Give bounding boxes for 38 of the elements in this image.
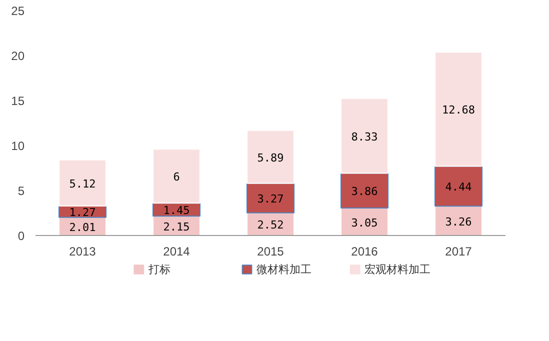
bar	[152, 148, 200, 204]
data-label: 5.89	[257, 151, 284, 164]
legend-label: 打标	[147, 263, 170, 276]
data-label: 2.15	[163, 220, 190, 234]
bar	[434, 52, 482, 167]
data-label: 6	[173, 170, 180, 184]
data-label: 3.05	[351, 216, 378, 230]
bar	[246, 182, 294, 214]
bar	[246, 130, 294, 184]
data-label: 4.44	[445, 180, 472, 194]
data-label: 5.12	[69, 177, 96, 190]
x-tick-label: 2017	[445, 244, 472, 258]
y-tick-label: 15	[11, 94, 25, 108]
bar	[340, 172, 388, 209]
data-label: 3.86	[351, 185, 378, 198]
data-label: 1.45	[163, 204, 190, 218]
y-tick-label: 25	[11, 4, 25, 18]
y-tick-label: 20	[11, 49, 25, 63]
bar	[434, 206, 482, 236]
x-tick-label: 2016	[351, 244, 378, 258]
x-tick-label: 2015	[257, 244, 284, 258]
data-label: 2.01	[69, 220, 96, 234]
y-tick-label: 10	[11, 139, 25, 153]
y-tick-label: 0	[18, 229, 25, 243]
legend-label: 微材料加工	[256, 263, 312, 276]
bar	[340, 98, 388, 174]
data-label: 1.27	[69, 206, 96, 220]
data-label: 8.33	[351, 130, 378, 144]
data-label: 3.27	[257, 192, 284, 206]
legend-label: 宏观材料加工	[364, 263, 430, 276]
x-tick-label: 2014	[163, 244, 190, 258]
bar	[434, 166, 482, 207]
data-label: 3.26	[445, 215, 472, 228]
x-tick-label: 2013	[69, 244, 96, 258]
data-label: 2.52	[257, 218, 284, 232]
bar	[58, 159, 106, 206]
data-label: 12.68	[442, 104, 476, 117]
y-tick-label: 5	[18, 184, 25, 198]
